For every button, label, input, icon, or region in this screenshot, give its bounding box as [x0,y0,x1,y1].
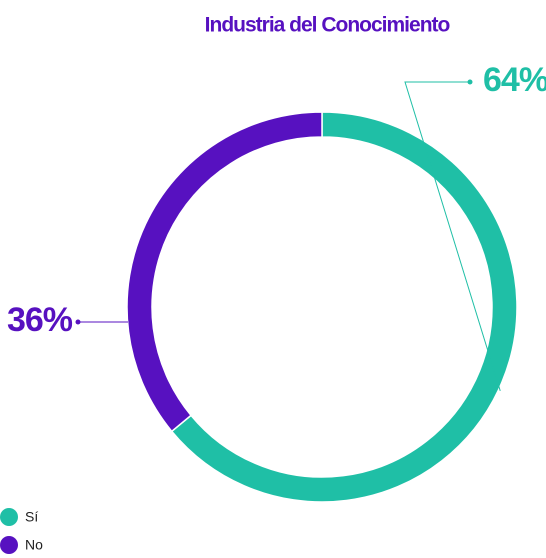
chart-title: Industria del Conocimiento [205,14,450,37]
legend-label: No [25,537,43,553]
donut-slice [126,111,323,433]
leader-dot [467,79,473,85]
leader-dot [75,319,81,325]
value-label: 64% [483,61,546,99]
legend-swatch [0,508,18,526]
legend-swatch [0,536,18,554]
value-label: 36% [7,301,73,339]
donut-slice [170,111,518,503]
legend-label: Sí [25,509,38,525]
leader-line [404,81,501,392]
